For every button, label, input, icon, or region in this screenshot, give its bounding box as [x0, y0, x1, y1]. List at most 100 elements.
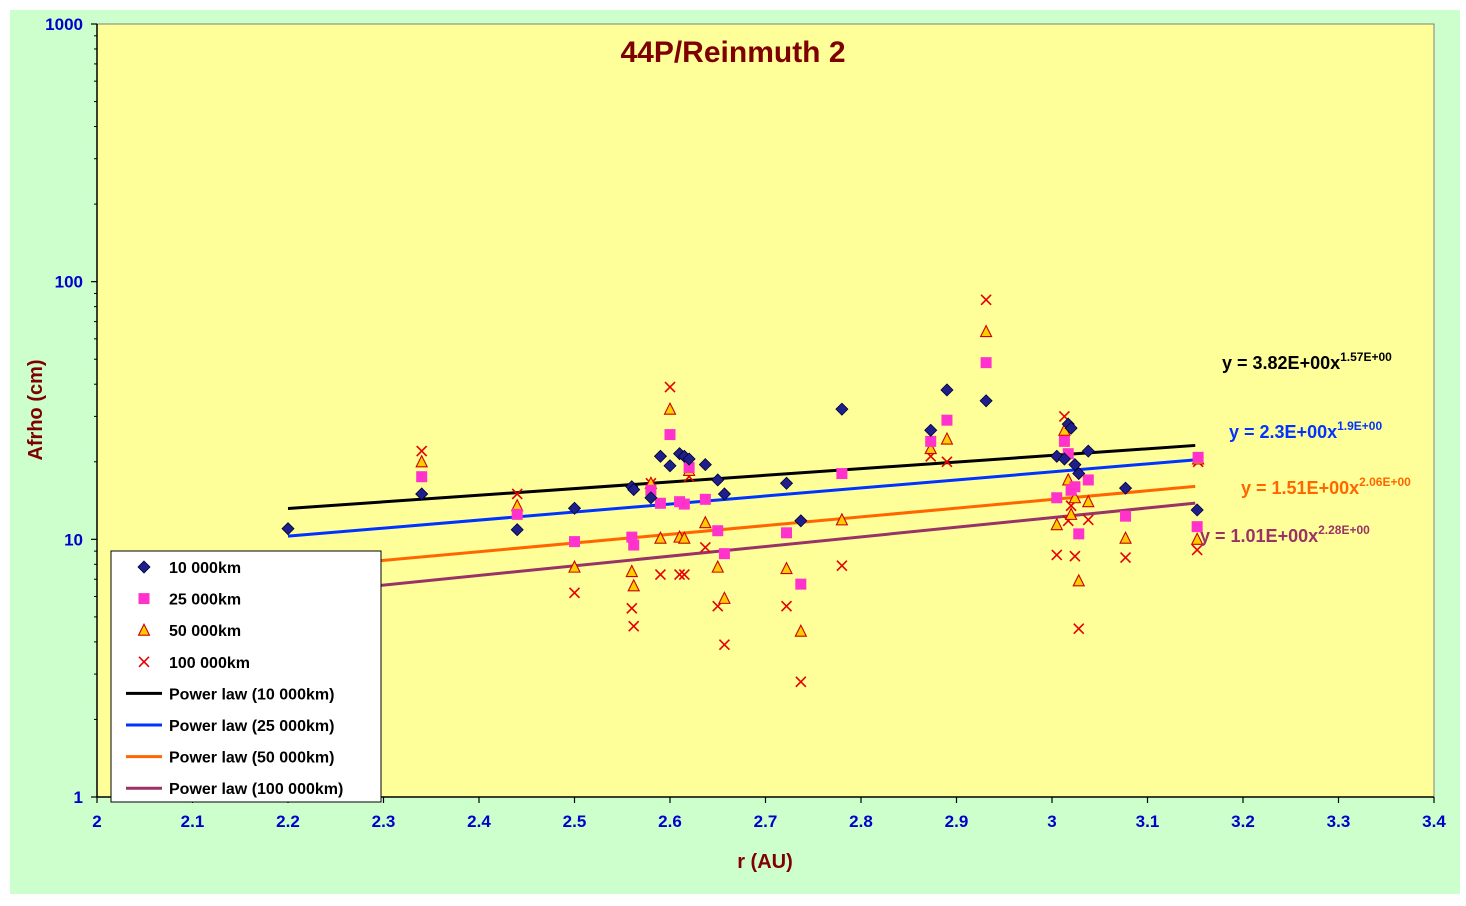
- data-point: [1058, 435, 1070, 447]
- data-point: [416, 445, 428, 457]
- data-point: [663, 459, 677, 473]
- data-point: [415, 454, 429, 468]
- data-point: [711, 559, 725, 573]
- x-tick-label: 2.6: [658, 812, 682, 831]
- data-point: [1051, 492, 1063, 504]
- x-tick-label: 2.2: [276, 812, 300, 831]
- data-point: [1190, 532, 1204, 545]
- data-point: [627, 578, 641, 592]
- data-point: [979, 324, 993, 338]
- data-point: [980, 357, 992, 369]
- data-point: [683, 462, 695, 474]
- data-point: [511, 488, 523, 500]
- legend-label: Power law (100 000km): [169, 781, 343, 798]
- data-point: [795, 676, 807, 688]
- data-point: [138, 656, 150, 668]
- data-point: [654, 568, 667, 581]
- x-tick-label: 2.3: [372, 812, 396, 831]
- data-point: [1051, 549, 1063, 561]
- legend-box: [110, 550, 382, 803]
- data-point: [1057, 452, 1071, 466]
- data-point: [678, 568, 690, 581]
- data-point: [416, 471, 428, 483]
- trendline: [287, 501, 1196, 597]
- data-point: [1191, 544, 1203, 556]
- data-point: [1073, 623, 1085, 635]
- data-point: [1050, 517, 1064, 531]
- data-point: [1081, 444, 1095, 458]
- data-point: [1073, 528, 1085, 540]
- data-point: [941, 414, 953, 426]
- data-point: [1118, 481, 1133, 495]
- data-point: [628, 620, 640, 632]
- x-tick-label: 2.5: [563, 812, 587, 831]
- legend: 10 000km 25 000km 50 000km 100 000km Power l…: [110, 550, 382, 803]
- data-point: [780, 561, 793, 575]
- trendline-equation: y = 1.01E+00x2.28E+00: [1200, 523, 1370, 546]
- data-point: [718, 548, 730, 560]
- data-point: [698, 458, 712, 472]
- data-point: [281, 522, 295, 536]
- data-point: [836, 468, 848, 480]
- data-point: [654, 497, 666, 509]
- x-tick-label: 3.3: [1327, 812, 1351, 831]
- data-point: [1082, 514, 1094, 526]
- data-point: [682, 452, 696, 466]
- data-point: [1119, 551, 1132, 564]
- y-axis-label: Afrho (cm): [25, 359, 47, 460]
- trendline: [287, 484, 1196, 571]
- data-point: [836, 560, 848, 572]
- data-point: [1064, 507, 1078, 520]
- data-point: [511, 508, 523, 520]
- data-point: [1082, 474, 1094, 486]
- data-point: [1069, 481, 1081, 493]
- data-point: [941, 456, 953, 468]
- x-tick-label: 3.2: [1231, 812, 1255, 831]
- data-point: [794, 623, 808, 637]
- data-point: [699, 493, 711, 505]
- data-point: [1120, 510, 1132, 522]
- trendline-equation: y = 1.51E+00x2.06E+00: [1241, 475, 1411, 498]
- data-point: [137, 622, 151, 636]
- legend-label: 100 000km: [169, 655, 250, 672]
- data-point: [625, 564, 639, 578]
- data-point: [569, 536, 580, 548]
- data-point: [510, 523, 524, 537]
- x-tick-label: 2.8: [849, 812, 873, 831]
- x-tick-label: 3.4: [1422, 812, 1446, 831]
- y-tick-label: 1000: [45, 15, 83, 34]
- data-point: [664, 381, 676, 393]
- data-point: [644, 491, 658, 505]
- trendline-equations: y = 3.82E+00x1.57E+00 y = 2.3E+00x1.9E+00…: [1200, 350, 1411, 546]
- data-point: [1072, 573, 1086, 587]
- data-point: [1072, 466, 1086, 481]
- data-point: [645, 484, 657, 496]
- data-point: [1081, 494, 1095, 508]
- y-tick-label: 1: [74, 788, 83, 807]
- data-point: [925, 435, 937, 447]
- marker-group: [281, 294, 1205, 688]
- data-point: [779, 476, 794, 490]
- legend-label: 25 000km: [169, 592, 241, 609]
- x-tick-label: 2.1: [181, 812, 205, 831]
- x-axis-ticks: 2 2.1 2.2 2.3 2.4 2.5 2.6 2.7 2.8 2.9 3 3.1 3.2 3.3 3.…: [92, 797, 1446, 831]
- y-tick-label: 100: [55, 273, 83, 292]
- data-point: [794, 514, 808, 528]
- data-point: [924, 423, 938, 437]
- data-point: [699, 541, 711, 554]
- x-axis-label: r (AU): [737, 851, 793, 873]
- data-point: [1062, 448, 1074, 460]
- data-point: [1192, 451, 1204, 463]
- data-point: [835, 402, 849, 416]
- y-axis-ticks: 1 10 100 1000: [45, 15, 97, 807]
- data-point: [568, 559, 581, 573]
- data-point: [1119, 530, 1132, 544]
- data-point: [415, 487, 429, 501]
- trendline-equation: y = 3.82E+00x1.57E+00: [1222, 350, 1392, 373]
- data-point: [698, 515, 712, 529]
- x-tick-label: 2.7: [754, 812, 778, 831]
- data-point: [626, 602, 638, 614]
- data-point: [940, 431, 954, 445]
- data-point: [653, 449, 668, 463]
